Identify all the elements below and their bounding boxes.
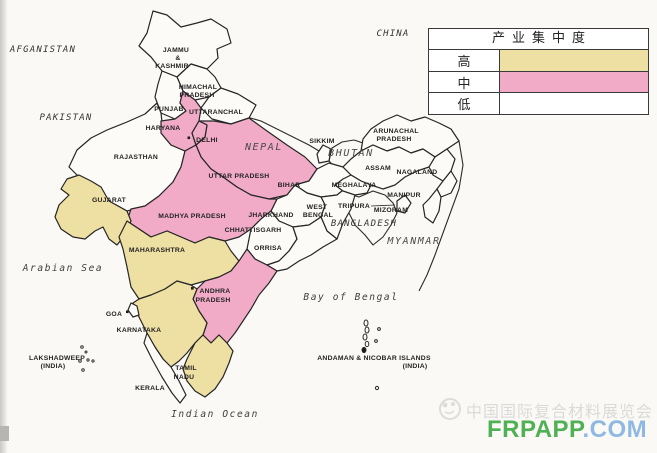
label-jammu-kashmir: & — [175, 55, 180, 62]
label-himachal-pradesh: PRADESH — [180, 92, 215, 99]
legend-swatch-low — [500, 93, 648, 115]
label-karnataka: KARNATAKA — [117, 327, 162, 334]
label-bangladesh: BANGLADESH — [331, 219, 397, 229]
label-nepal: NEPAL — [244, 142, 283, 153]
label-madhya-pradesh: MADHYA PRADESH — [158, 213, 226, 220]
label-bhutan: BHUTAN — [328, 148, 374, 159]
label-arunachal-pradesh: ARUNACHAL — [373, 128, 419, 135]
watermark-tld: .COM — [582, 416, 648, 443]
state-orissa — [266, 216, 338, 272]
andaman-nicobar-islands — [361, 319, 381, 391]
label-bay-of-bengal: Bay of Bengal — [303, 292, 398, 303]
label-manipur: MANIPUR — [387, 192, 420, 199]
label-china: CHINA — [376, 29, 409, 39]
scan-corner-mark — [0, 426, 9, 441]
state-goa — [127, 302, 140, 318]
label-nagaland: NAGALAND — [397, 169, 438, 176]
label-haryana: HARYANA — [146, 125, 181, 132]
label-meghalaya: MEGHALAYA — [332, 182, 377, 189]
legend-label-low: 低 — [429, 93, 500, 115]
label-arunachal-pradesh: PRADESH — [377, 136, 412, 143]
nepal-border — [246, 116, 320, 152]
state-kerala — [143, 332, 187, 404]
watermark-site: FRPAPP.COM — [487, 416, 647, 444]
legend-row-medium: 中 — [429, 71, 648, 94]
label-rajasthan: RAJASTHAN — [114, 154, 158, 161]
scan-edge — [0, 0, 7, 453]
label-punjab: PUNJAB — [154, 106, 183, 113]
state-tripura — [396, 194, 412, 214]
label-pakistan: PAKISTAN — [40, 113, 93, 123]
goa-dot — [126, 310, 129, 314]
label-afganistan: AFGANISTAN — [9, 45, 76, 55]
legend-row-high: 高 — [429, 50, 648, 72]
andhra-dot — [191, 287, 194, 290]
label-himachal-pradesh: HIMACHAL — [179, 84, 217, 91]
label-maharashtra: MAHARASHTRA — [129, 247, 185, 254]
label-sikkim: SIKKIM — [309, 138, 334, 145]
label-goa: GOA — [106, 311, 122, 318]
label-arabian-sea: Arabian Sea — [22, 263, 104, 274]
tripura-pointer — [370, 204, 396, 207]
label-uttar-pradesh: UTTAR PRADESH — [209, 173, 270, 180]
watermark-brand: FRPAPP — [487, 416, 583, 443]
delhi-dot — [187, 136, 191, 140]
state-delhi — [191, 120, 208, 146]
label-jammu-kashmir: KASHMIR — [155, 63, 188, 70]
label-myanmar: MYANMAR — [386, 236, 440, 247]
legend-label-medium: 中 — [429, 71, 500, 93]
state-mizoram — [422, 188, 442, 224]
label-orissa: ORRISA — [254, 245, 282, 252]
label-west-bengal: WEST — [307, 204, 328, 211]
legend-swatch-high — [500, 50, 648, 71]
label-delhi: DELHI — [196, 137, 218, 144]
label-chhattisgarh: CHHATTISGARH — [225, 227, 282, 234]
expo-logo-icon — [439, 398, 461, 420]
state-assam — [342, 144, 436, 190]
legend-swatch-medium — [500, 71, 648, 93]
lakshadweep-islands — [78, 345, 95, 372]
label-lakshadweep: (INDIA) — [41, 363, 66, 370]
label-andhra-pradesh: PRADESH — [196, 297, 231, 304]
bangladesh-border — [344, 190, 398, 246]
label-mizoram: MIZORAM — [374, 207, 408, 214]
label-gujarat: GUJARAT — [92, 197, 127, 204]
label-tamil-nadu: TAMIL — [175, 365, 197, 372]
watermark-org-name: 中国国际复合材料展览会 — [466, 402, 654, 421]
state-tamil-nadu — [182, 334, 234, 398]
label-andaman-nicobar: (INDIA) — [403, 363, 428, 370]
legend-row-low: 低 — [429, 93, 648, 115]
label-andaman-nicobar: ANDAMAN & NICOBAR ISLANDS — [317, 355, 431, 362]
label-tamil-nadu: NADU — [174, 374, 195, 381]
label-bihar: BIHAR — [278, 182, 301, 189]
label-indian-ocean: Indian Ocean — [171, 409, 259, 420]
label-assam: ASSAM — [365, 165, 391, 172]
legend: 产业集中度 高 中 低 — [428, 28, 649, 115]
legend-title: 产业集中度 — [429, 29, 648, 50]
state-meghalaya — [334, 174, 372, 196]
label-west-bengal: BENGAL — [303, 212, 333, 219]
myanmar-border — [418, 140, 464, 292]
state-jammu-kashmir — [138, 10, 232, 78]
legend-label-high: 高 — [429, 50, 500, 71]
label-kerala: KERALA — [135, 385, 165, 392]
label-tripura: TRIPURA — [338, 203, 370, 210]
label-andhra-pradesh: ANDHRA — [200, 288, 231, 295]
label-lakshadweep: LAKSHADWEEP — [29, 355, 85, 362]
label-jammu-kashmir: JAMMU — [163, 47, 189, 54]
label-uttaranchal: UTTARANCHAL — [189, 109, 243, 116]
label-jharkhand: JHARKHAND — [248, 212, 293, 219]
state-sikkim — [316, 144, 332, 164]
